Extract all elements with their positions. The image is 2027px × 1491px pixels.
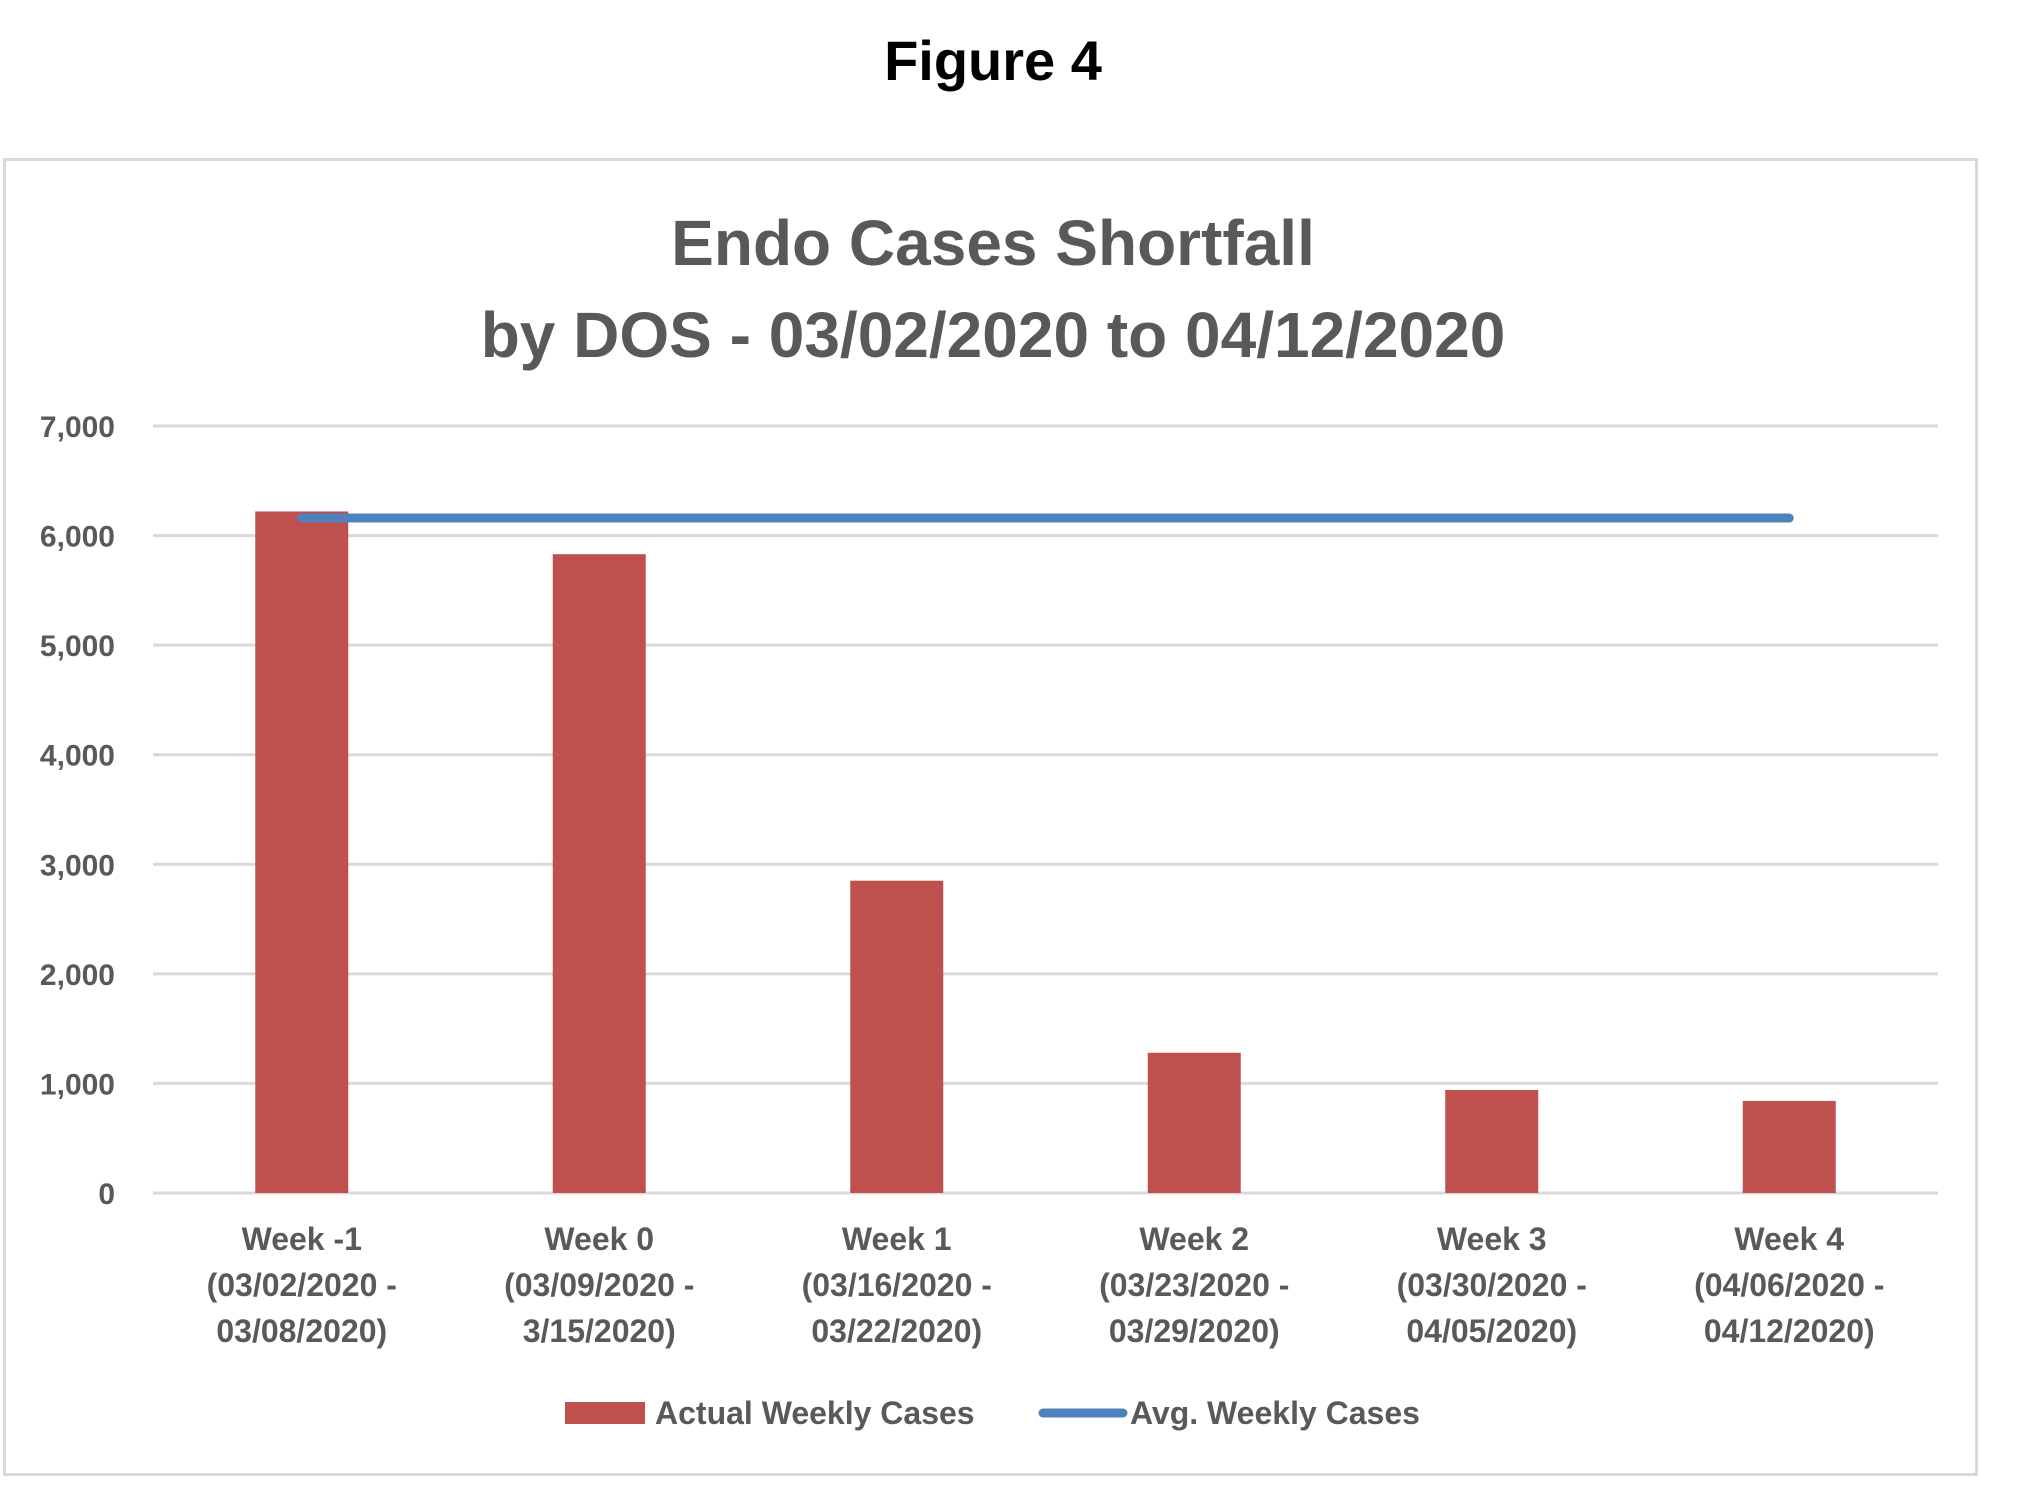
x-tick-label: (03/30/2020 - bbox=[1397, 1267, 1587, 1303]
bar-actual-weekly-cases bbox=[1445, 1090, 1539, 1193]
bars bbox=[255, 511, 1836, 1194]
y-tick-label: 3,000 bbox=[40, 849, 115, 882]
y-tick-label: 7,000 bbox=[40, 411, 115, 444]
x-tick-label: 3/15/2020) bbox=[523, 1313, 676, 1349]
y-tick-label: 0 bbox=[98, 1178, 115, 1211]
x-tick-label: 04/12/2020) bbox=[1704, 1313, 1875, 1349]
bar-actual-weekly-cases bbox=[1742, 1100, 1836, 1193]
bar-actual-weekly-cases bbox=[552, 554, 646, 1193]
legend-swatch-actual bbox=[565, 1402, 645, 1424]
y-tick-label: 1,000 bbox=[40, 1068, 115, 1101]
x-tick-label: 03/08/2020) bbox=[216, 1313, 387, 1349]
x-tick-label: 03/29/2020) bbox=[1109, 1313, 1280, 1349]
x-tick-label: Week 1 bbox=[842, 1221, 952, 1257]
x-tick-label: (03/02/2020 - bbox=[207, 1267, 397, 1303]
x-tick-label: (04/06/2020 - bbox=[1694, 1267, 1884, 1303]
x-tick-label: Week 4 bbox=[1734, 1221, 1844, 1257]
x-tick-label: 04/05/2020) bbox=[1406, 1313, 1577, 1349]
y-tick-label: 4,000 bbox=[40, 740, 115, 773]
figure-title: Figure 4 bbox=[884, 29, 1102, 92]
x-tick-label: Week 2 bbox=[1139, 1221, 1249, 1257]
y-tick-label: 5,000 bbox=[40, 630, 115, 663]
x-tick-label: Week 3 bbox=[1437, 1221, 1547, 1257]
gridlines bbox=[153, 424, 1938, 1195]
bar-actual-weekly-cases bbox=[255, 511, 349, 1194]
legend-label-actual: Actual Weekly Cases bbox=[655, 1395, 975, 1431]
x-tick-label: (03/23/2020 - bbox=[1099, 1267, 1289, 1303]
x-tick-label: (03/09/2020 - bbox=[504, 1267, 694, 1303]
y-axis-tick-labels: 0 1,000 2,000 3,000 4,000 5,000 6,000 7,000 bbox=[40, 411, 115, 1211]
legend-label-avg: Avg. Weekly Cases bbox=[1130, 1395, 1420, 1431]
x-tick-label: Week -1 bbox=[242, 1221, 362, 1257]
chart-title-line-1: Endo Cases Shortfall bbox=[671, 207, 1315, 279]
bar-actual-weekly-cases bbox=[850, 880, 944, 1193]
bar-actual-weekly-cases bbox=[1147, 1052, 1241, 1193]
chart-frame bbox=[3, 158, 1978, 1476]
x-tick-label: (03/16/2020 - bbox=[802, 1267, 992, 1303]
y-tick-label: 2,000 bbox=[40, 959, 115, 992]
x-axis-tick-labels: Week -1 (03/02/2020 - 03/08/2020) Week 0 (03… bbox=[207, 1221, 1885, 1349]
x-tick-label: 03/22/2020) bbox=[811, 1313, 982, 1349]
chart-title-line-2: by DOS - 03/02/2020 to 04/12/2020 bbox=[481, 299, 1506, 371]
legend: Actual Weekly Cases Avg. Weekly Cases bbox=[565, 1395, 1420, 1431]
x-tick-label: Week 0 bbox=[544, 1221, 654, 1257]
y-tick-label: 6,000 bbox=[40, 521, 115, 554]
